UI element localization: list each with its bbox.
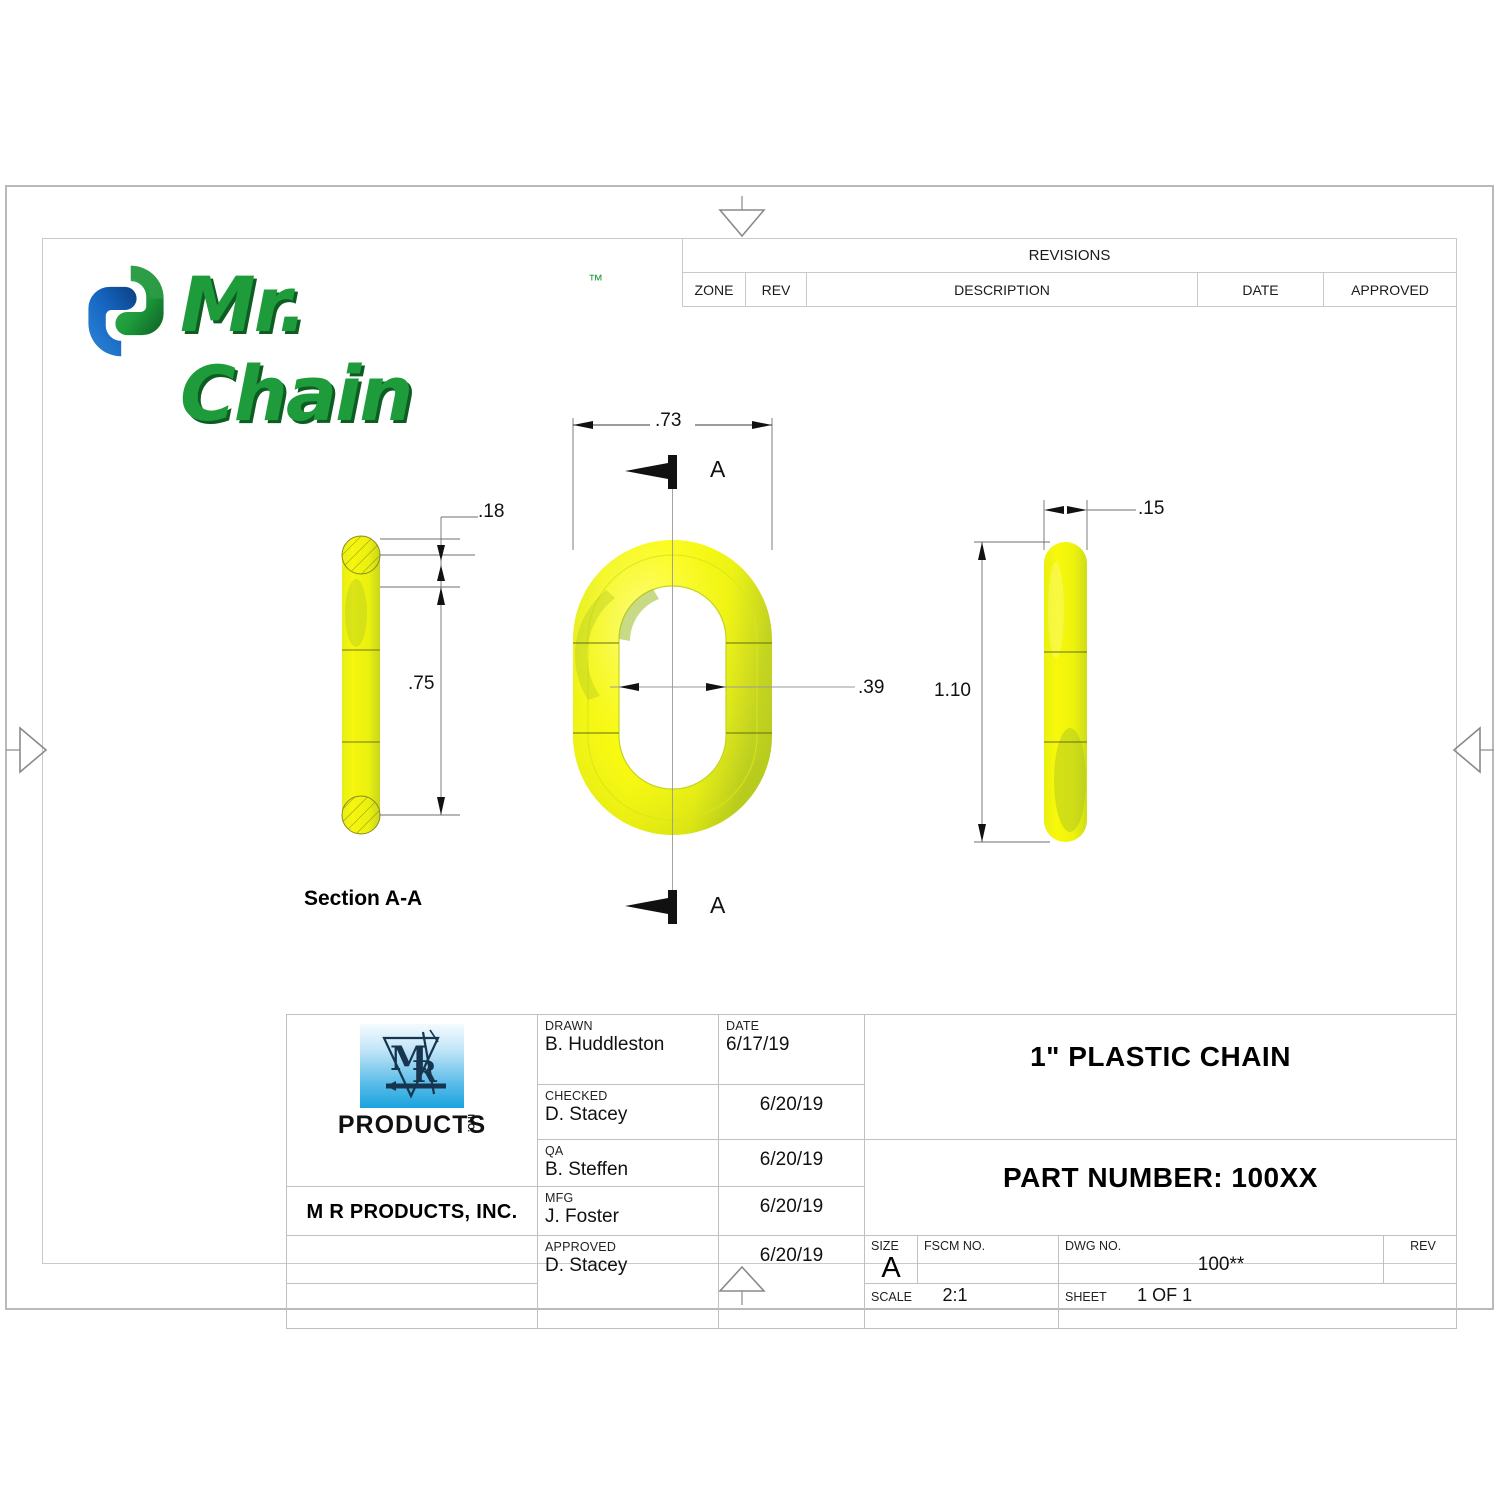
dimension-073: .73 [655, 410, 682, 431]
company-logo-cell: M R PRODUCTS INC. [286, 1014, 538, 1187]
mfg-caption: MFG [545, 1191, 574, 1205]
size-cell: SIZE A [864, 1235, 918, 1284]
section-letter-bottom: A [710, 892, 726, 918]
part-number: PART NUMBER: 100XX [1003, 1162, 1318, 1193]
chain-link-geometry [572, 418, 855, 924]
drawn-value: B. Huddleston [545, 1034, 665, 1055]
revisions-table: REVISIONS ZONE REV DESCRIPTION DATE APPR… [682, 238, 1457, 307]
section-aa-view: .18 .75 Section A-A [300, 495, 550, 925]
blank-cell [286, 1235, 538, 1284]
fscm-caption: FSCM NO. [924, 1239, 986, 1253]
drawn-date-cell: DATE 6/17/19 [718, 1013, 865, 1086]
dwg-value: 100** [1197, 1254, 1245, 1275]
mfg-date-cell: 6/20/19 [718, 1186, 865, 1236]
title-block: M R PRODUCTS INC. DRAWN B. Huddleston DA… [286, 1013, 1457, 1329]
checked-cell: CHECKED D. Stacey [537, 1084, 719, 1140]
revisions-col-date: DATE [1197, 272, 1324, 307]
dimension-075: .75 [408, 673, 435, 694]
side-view: .15 1.10 [934, 480, 1200, 880]
section-aa-geometry [341, 516, 478, 835]
rev-value [1384, 1253, 1456, 1262]
drawing-title-cell: 1" PLASTIC CHAIN [864, 1014, 1457, 1140]
rev-cell: REV [1383, 1235, 1457, 1284]
sheet-cell: SHEET 1 OF 1 [1058, 1283, 1457, 1329]
approved-date-value: 6/20/19 [759, 1245, 824, 1266]
company-name: M R PRODUCTS, INC. [306, 1201, 518, 1223]
trademark-symbol: ™ [588, 272, 603, 289]
drawn-cell: DRAWN B. Huddleston [537, 1013, 719, 1086]
size-caption: SIZE [871, 1239, 899, 1253]
approved-caption: APPROVED [545, 1240, 617, 1254]
mr-chain-logo: Mr. Chain ™ [72, 252, 603, 438]
section-aa-label: Section A-A [304, 887, 423, 910]
qa-value: B. Steffen [545, 1159, 629, 1180]
approved-date-cell: 6/20/19 [718, 1235, 865, 1329]
qa-caption: QA [545, 1144, 564, 1158]
zone-marker-left-icon [6, 724, 50, 776]
dimension-018: .18 [478, 501, 505, 522]
zone-marker-top-icon [716, 196, 768, 238]
revisions-col-rev: REV [745, 272, 807, 307]
mfg-value: J. Foster [545, 1206, 619, 1227]
qa-date-value: 6/20/19 [759, 1149, 824, 1170]
dwg-caption: DWG NO. [1065, 1239, 1122, 1253]
inc-suffix: INC. [466, 1114, 476, 1132]
dimension-110: 1.10 [934, 680, 971, 701]
revisions-col-zone: ZONE [682, 272, 746, 307]
mr-chain-wordmark: Mr. Chain [180, 260, 413, 438]
revisions-title: REVISIONS [682, 238, 1457, 273]
svg-text:R: R [412, 1055, 438, 1090]
products-wordmark: PRODUCTS [337, 1111, 487, 1139]
sheet-caption: SHEET [1065, 1290, 1107, 1304]
approved-cell: APPROVED D. Stacey [537, 1235, 719, 1329]
scale-caption: SCALE [871, 1290, 912, 1304]
dwg-cell: DWG NO. 100** [1058, 1235, 1384, 1284]
checked-value: D. Stacey [545, 1104, 628, 1126]
dimension-039: .39 [858, 677, 885, 698]
date-caption: DATE [726, 1019, 760, 1033]
svg-text:M: M [390, 1039, 428, 1079]
part-number-cell: PART NUMBER: 100XX [864, 1139, 1457, 1236]
dimension-015: .15 [1138, 498, 1165, 519]
zone-marker-right-icon [1450, 724, 1494, 776]
drawn-caption: DRAWN [545, 1019, 593, 1033]
section-letter-top: A [710, 456, 726, 482]
mr-monogram-icon: M R [360, 1024, 464, 1108]
fscm-value [918, 1253, 1058, 1254]
fscm-cell: FSCM NO. [917, 1235, 1059, 1284]
scale-value: 2:1 [942, 1285, 968, 1305]
rev-caption: REV [1410, 1239, 1436, 1253]
size-value: A [881, 1252, 901, 1284]
sheet-value: 1 OF 1 [1137, 1285, 1193, 1305]
front-view: .73 .39 A A [555, 400, 905, 940]
mfg-cell: MFG J. Foster [537, 1186, 719, 1236]
revisions-col-description: DESCRIPTION [806, 272, 1198, 307]
scale-blank-cell [286, 1283, 538, 1329]
chain-knot-icon [88, 265, 164, 357]
revisions-col-approved: APPROVED [1323, 272, 1457, 307]
scale-cell: SCALE 2:1 [864, 1283, 1059, 1329]
checked-date-cell: 6/20/19 [718, 1084, 865, 1140]
mr-products-logo: M R PRODUCTS INC. [287, 1015, 537, 1186]
approved-value: D. Stacey [545, 1255, 628, 1276]
checked-caption: CHECKED [545, 1089, 608, 1104]
checked-date-value: 6/20/19 [759, 1094, 824, 1116]
mfg-date-value: 6/20/19 [759, 1196, 824, 1217]
drawn-date-value: 6/17/19 [726, 1034, 790, 1055]
side-view-geometry [974, 500, 1136, 843]
qa-cell: QA B. Steffen [537, 1139, 719, 1187]
qa-date-cell: 6/20/19 [718, 1139, 865, 1187]
company-name-cell: M R PRODUCTS, INC. [286, 1186, 538, 1236]
drawing-title: 1" PLASTIC CHAIN [1030, 1041, 1291, 1072]
